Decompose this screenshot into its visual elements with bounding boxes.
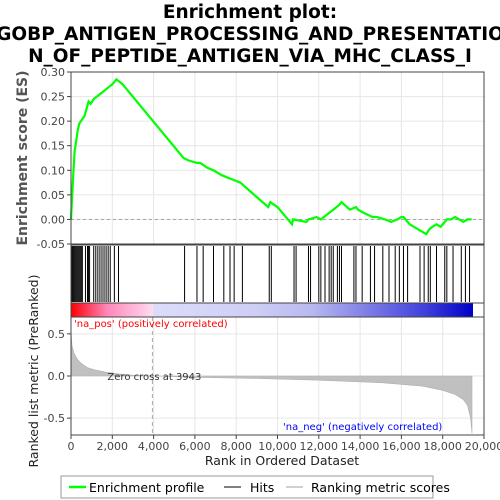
es-plot-frame — [70, 71, 485, 245]
x-tick-label: 0 — [68, 440, 75, 453]
ranked-y-axis-label: Ranked list metric (PreRanked) — [26, 275, 41, 468]
legend-hits-label: Hits — [250, 480, 274, 495]
hit-lines — [71, 246, 471, 302]
x-axis-label: Rank in Ordered Dataset — [205, 453, 359, 468]
x-tick-label: 14,000 — [341, 440, 380, 453]
es-y-tick-label: 0.15 — [41, 140, 66, 153]
hits-panel — [70, 244, 485, 304]
es-y-tick-label: 0.10 — [41, 164, 66, 177]
ranked-y-ticks: -0.5 0.0 0.5 — [44, 328, 71, 425]
positive-correlation-label: 'na_pos' (positively correlated) — [74, 319, 228, 330]
ranked-y-tick-label: 0.0 — [48, 370, 66, 383]
legend: Enrichment profile Hits Ranking metric s… — [60, 475, 450, 499]
x-tick-label: 20,000 — [465, 440, 500, 453]
x-tick-label: 6,000 — [179, 440, 211, 453]
x-axis-ticks: 0 2,000 4,000 6,000 8,000 10,000 12,000 14,000 1… — [68, 435, 500, 453]
es-panel: -0.05 0.00 0.05 0.10 0.15 0.20 0.25 0.30 Enrich… — [15, 66, 485, 251]
legend-box — [60, 475, 434, 499]
es-y-tick-label: -0.05 — [37, 238, 65, 251]
x-tick-label: 16,000 — [382, 440, 421, 453]
ranked-y-tick-label: 0.5 — [48, 328, 66, 341]
ranking-heatmap-bar — [71, 303, 473, 317]
negative-correlation-label: 'na_neg' (negatively correlated) — [283, 422, 442, 433]
legend-profile-label: Enrichment profile — [89, 480, 205, 495]
es-y-tick-label: 0.05 — [41, 189, 66, 202]
x-tick-label: 4,000 — [138, 440, 170, 453]
es-y-tick-label: 0.00 — [41, 213, 66, 226]
legend-ranking-label: Ranking metric scores — [311, 480, 450, 495]
chart-title-line-3: N_OF_PEPTIDE_ANTIGEN_VIA_MHC_CLASS_I — [28, 46, 472, 67]
x-tick-label: 18,000 — [423, 440, 462, 453]
chart-title-line-2: GOBP_ANTIGEN_PROCESSING_AND_PRESENTATIO — [0, 24, 500, 45]
zero-cross-label: Zero cross at 3943 — [107, 372, 201, 383]
ranked-metric-panel: Zero cross at 3943 'na_pos' (positively … — [26, 275, 485, 468]
es-y-axis-label: Enrichment score (ES) — [15, 70, 31, 245]
ranked-y-tick-label: -0.5 — [44, 412, 65, 425]
es-y-ticks: -0.05 0.00 0.05 0.10 0.15 0.20 0.25 0.30 — [37, 66, 71, 251]
es-y-tick-label: 0.20 — [41, 115, 66, 128]
x-tick-label: 8,000 — [220, 440, 252, 453]
x-tick-label: 10,000 — [258, 440, 297, 453]
x-tick-label: 2,000 — [97, 440, 129, 453]
hits-plot-area — [71, 245, 484, 303]
chart-title-line-1: Enrichment plot: — [163, 2, 337, 23]
x-tick-label: 12,000 — [300, 440, 339, 453]
ranking-metric-area — [70, 331, 473, 434]
es-y-tick-label: 0.25 — [41, 91, 66, 104]
enrichment-profile-line — [69, 77, 472, 236]
es-y-tick-label: 0.30 — [41, 66, 66, 79]
